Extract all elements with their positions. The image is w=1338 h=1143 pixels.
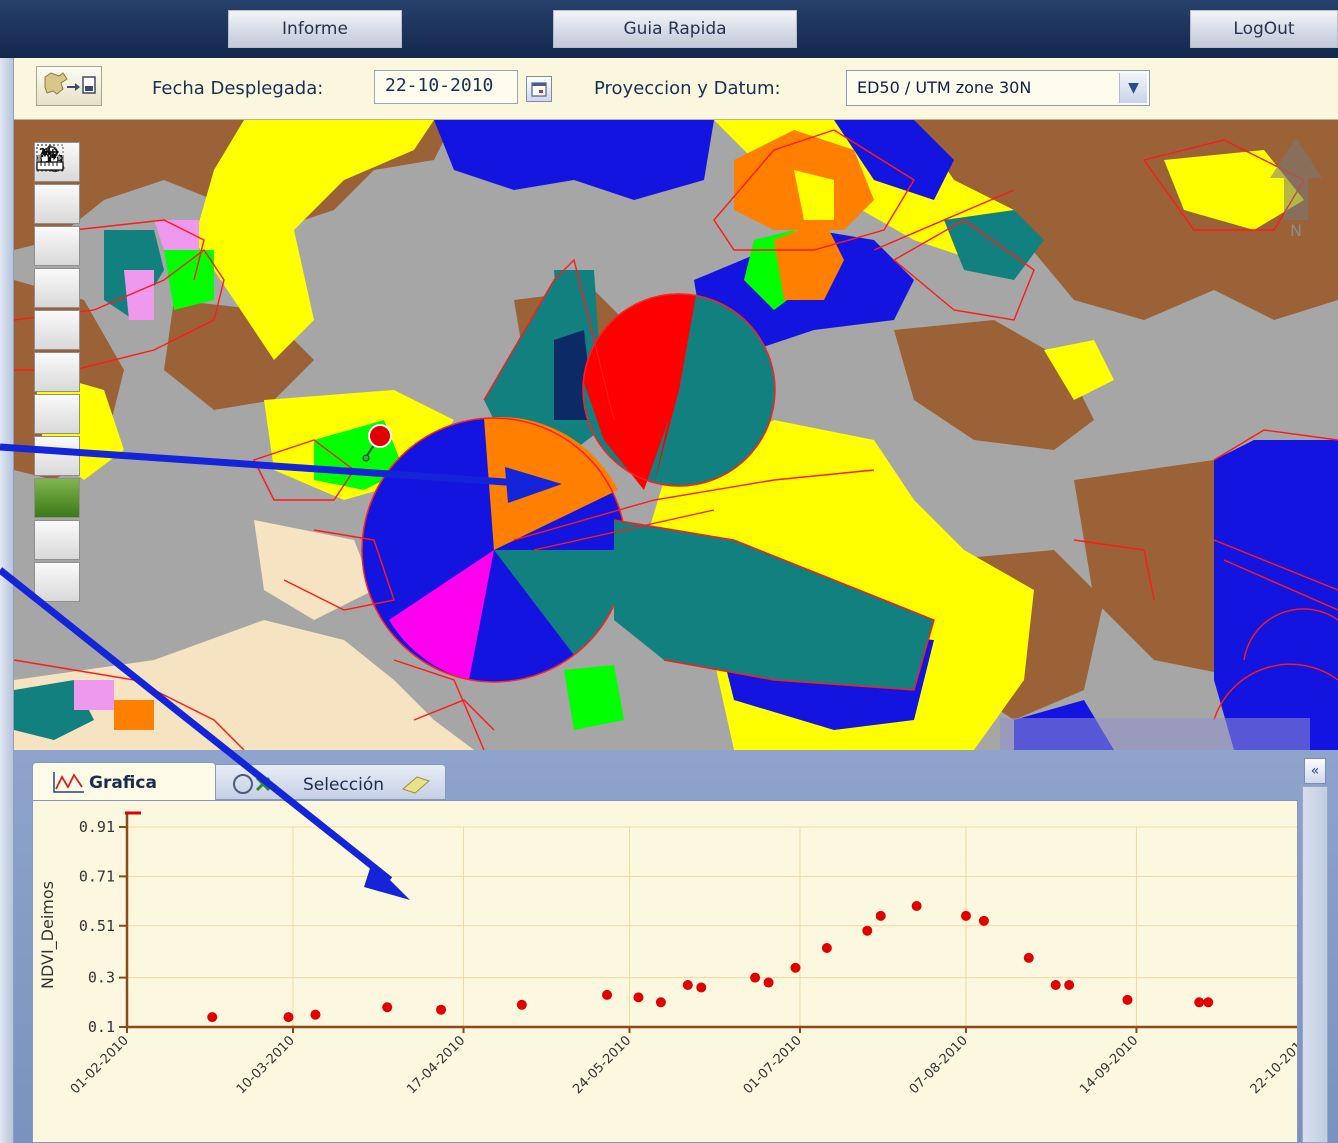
chevron-down-icon[interactable]: ▼ xyxy=(1119,73,1147,103)
tab-seleccion-label: Selección xyxy=(303,775,385,795)
projection-value: ED50 / UTM zone 30N xyxy=(857,78,1032,97)
collapse-panel-button[interactable]: « xyxy=(1304,758,1326,784)
tab-seleccion[interactable]: Selección xyxy=(206,764,446,800)
guia-rapida-button[interactable]: Guia Rapida xyxy=(553,10,797,48)
y-tick-label: 0.1 xyxy=(88,1018,115,1036)
eraser-icon xyxy=(402,776,430,794)
data-point[interactable] xyxy=(696,982,707,993)
data-point[interactable] xyxy=(1023,952,1034,963)
hand-tool[interactable] xyxy=(34,146,80,434)
ndvi-chart-svg: 0.91 0.71 0.51 0.3 0.101-02-2010 10-03-2010 17… xyxy=(38,811,1298,1097)
y-axis-label: NDVI_Deimos xyxy=(38,881,58,989)
data-point[interactable] xyxy=(790,962,801,973)
informe-button[interactable]: Informe xyxy=(228,10,402,48)
data-point[interactable] xyxy=(310,1009,321,1020)
data-point[interactable] xyxy=(602,989,613,1000)
data-point[interactable] xyxy=(1122,994,1133,1005)
map-toolbar: Fecha Desplegada: 22-10-2010 Proyeccion … xyxy=(14,58,1338,120)
ndvi-chart: 0.91 0.71 0.51 0.3 0.1 01-02-2010 10-03-2010 17… xyxy=(32,800,1298,1143)
map-export-icon xyxy=(44,72,96,95)
logout-button[interactable]: LogOut xyxy=(1190,10,1338,48)
x-tick-label: 17-04-2010 xyxy=(404,1033,468,1097)
calendar-icon xyxy=(531,82,547,97)
data-point[interactable] xyxy=(1050,980,1061,991)
x-tick-label: 01-07-2010 xyxy=(741,1033,805,1097)
x-tick-label: 24-05-2010 xyxy=(570,1033,634,1097)
tab-grafica[interactable]: Grafica xyxy=(32,762,216,802)
y-tick-label: 0.51 xyxy=(79,917,115,935)
map-view[interactable]: N xyxy=(14,120,1338,750)
line-chart-icon xyxy=(53,772,84,793)
y-tick-label: 0.71 xyxy=(79,867,115,885)
top-navigation-bar: Informe Guia Rapida LogOut xyxy=(0,0,1338,58)
zoom-in-tool[interactable] xyxy=(34,144,80,266)
projection-select[interactable]: ED50 / UTM zone 30N ▼ xyxy=(846,70,1150,106)
data-point[interactable] xyxy=(436,1004,447,1015)
forward-tool[interactable] xyxy=(34,150,80,392)
data-point[interactable] xyxy=(1194,997,1205,1008)
data-point[interactable] xyxy=(283,1012,294,1023)
zoom-extent-tool[interactable] xyxy=(34,146,80,224)
calendar-button[interactable] xyxy=(526,76,552,102)
map-tool-column: i i t ? xyxy=(34,142,84,604)
map-export-button[interactable] xyxy=(36,66,102,106)
data-point[interactable] xyxy=(382,1002,393,1013)
left-panel-edge xyxy=(0,58,14,1143)
data-point[interactable] xyxy=(875,910,886,921)
data-point[interactable] xyxy=(763,977,774,988)
selection-icon xyxy=(233,774,271,794)
data-point[interactable] xyxy=(1203,997,1214,1008)
svg-text:i: i xyxy=(41,146,50,174)
x-tick-label: 14-09-2010 xyxy=(1077,1033,1141,1097)
data-point[interactable] xyxy=(682,980,693,991)
date-field[interactable]: 22-10-2010 xyxy=(374,70,518,104)
data-point[interactable] xyxy=(516,999,527,1010)
map-scale-overlay xyxy=(1000,718,1310,750)
data-point[interactable] xyxy=(821,942,832,953)
data-point[interactable] xyxy=(655,997,666,1008)
panel-scrollbar[interactable] xyxy=(1302,786,1328,1143)
north-label: N xyxy=(1290,221,1302,240)
date-label: Fecha Desplegada: xyxy=(152,78,324,99)
projection-label: Proyeccion y Datum: xyxy=(594,78,781,99)
svg-text:?: ? xyxy=(39,146,46,160)
select-points-tool[interactable] xyxy=(34,144,80,560)
data-point[interactable] xyxy=(978,915,989,926)
data-point[interactable] xyxy=(207,1012,218,1023)
north-arrow-icon xyxy=(1270,138,1322,220)
y-tick-label: 0.91 xyxy=(79,818,115,836)
data-point[interactable] xyxy=(1064,980,1075,991)
x-tick-label: 10-03-2010 xyxy=(234,1033,298,1097)
x-tick-label: 22-10-2010 xyxy=(1248,1033,1298,1097)
data-point[interactable] xyxy=(750,972,761,983)
measure-icon: ? xyxy=(36,146,64,171)
info-tool[interactable]: i xyxy=(34,144,80,476)
tab-grafica-label: Grafica xyxy=(89,773,157,793)
info-time-tool[interactable]: i t xyxy=(34,146,80,518)
chart-panel: Selección Grafica « 0.91 0.71 0.51 0.3 0.1 01… xyxy=(14,750,1338,1143)
map-canvas[interactable]: N xyxy=(14,120,1338,750)
x-tick-label: 01-02-2010 xyxy=(68,1033,132,1097)
measure-tool[interactable]: ? xyxy=(34,146,80,602)
data-point[interactable] xyxy=(862,925,873,936)
data-point[interactable] xyxy=(911,901,922,912)
data-point[interactable] xyxy=(960,910,971,921)
x-tick-label: 07-08-2010 xyxy=(907,1033,971,1097)
back-tool[interactable] xyxy=(34,150,80,350)
zoom-out-tool[interactable] xyxy=(34,144,80,308)
data-point[interactable] xyxy=(633,992,644,1003)
y-tick-label: 0.3 xyxy=(88,969,115,987)
